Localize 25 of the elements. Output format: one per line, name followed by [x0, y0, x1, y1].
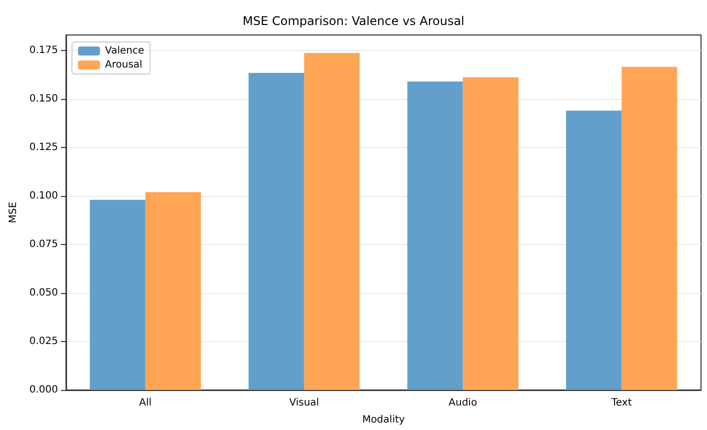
y-tick-label: 0.075 — [29, 239, 58, 250]
x-tick-label: Audio — [448, 398, 478, 408]
x-tick-label: Text — [610, 398, 632, 408]
legend-label: Arousal — [105, 60, 142, 70]
y-tick-label: 0.125 — [29, 142, 58, 154]
bar — [407, 82, 463, 390]
y-tick-label: 0.000 — [29, 384, 58, 396]
bar — [566, 110, 622, 390]
x-axis-title: Modality — [362, 414, 405, 426]
bar — [248, 72, 304, 390]
y-tick-label: 0.025 — [29, 336, 58, 348]
bar — [145, 192, 201, 390]
bar — [304, 53, 360, 390]
y-tick-label: 0.050 — [29, 288, 58, 299]
x-tick-label: All — [139, 398, 152, 408]
bar — [462, 77, 518, 390]
y-tick-label: 0.100 — [29, 190, 58, 202]
y-tick-label: 0.150 — [29, 94, 58, 105]
y-axis-title: MSE — [8, 202, 19, 224]
x-tick-label: Visual — [289, 398, 320, 408]
chart-title: MSE Comparison: Valence vs Arousal — [242, 14, 464, 28]
legend-label: Valence — [105, 46, 144, 56]
bar — [90, 200, 146, 390]
y-tick-label: 0.175 — [29, 45, 58, 56]
bar — [622, 66, 678, 390]
